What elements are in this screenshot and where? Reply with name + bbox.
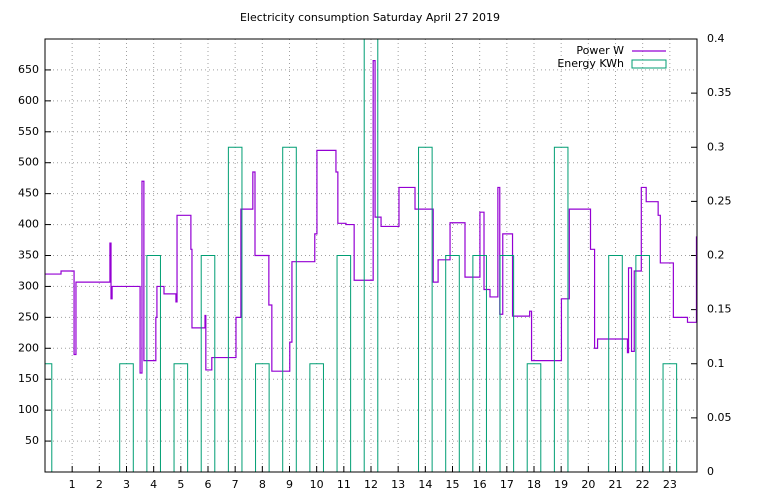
x-tick-label: 1 — [69, 478, 76, 491]
legend-label: Power W — [576, 44, 624, 57]
y2-tick-label: 0.15 — [707, 303, 732, 316]
energy-bar — [445, 255, 460, 472]
y2-tick-label: 0.3 — [707, 140, 725, 153]
y2-tick-label: 0 — [707, 465, 714, 478]
energy-bar — [635, 255, 650, 472]
energy-bar — [336, 255, 352, 472]
energy-bar — [227, 146, 243, 472]
plot-frame — [44, 38, 698, 473]
y-tick-label: 600 — [18, 94, 39, 107]
y2-tick-label: 0.35 — [707, 86, 732, 99]
energy-bar — [472, 255, 487, 472]
x-tick-label: 23 — [663, 478, 677, 491]
energy-bar — [662, 363, 678, 472]
y2-tick-label: 0.25 — [707, 194, 732, 207]
energy-bar — [608, 255, 623, 472]
y-tick-label: 650 — [18, 63, 39, 76]
x-tick-label: 12 — [364, 478, 378, 491]
energy-bar — [146, 255, 161, 472]
legend-label: Energy KWh — [557, 57, 624, 70]
energy-bar — [309, 363, 324, 472]
x-tick-label: 14 — [418, 478, 432, 491]
x-tick-label: 19 — [554, 478, 568, 491]
y-tick-label: 400 — [18, 218, 39, 231]
y-tick-label: 200 — [18, 341, 39, 354]
y2-tick-label: 0.05 — [707, 411, 732, 424]
x-tick-label: 6 — [205, 478, 212, 491]
x-tick-label: 2 — [96, 478, 103, 491]
x-tick-label: 5 — [177, 478, 184, 491]
x-tick-label: 3 — [123, 478, 130, 491]
y-tick-label: 250 — [18, 310, 39, 323]
energy-bar — [173, 363, 189, 472]
x-tick-label: 13 — [391, 478, 405, 491]
y-tick-label: 350 — [18, 249, 39, 262]
energy-bar — [119, 363, 134, 472]
x-tick-label: 15 — [446, 478, 460, 491]
plot-area — [45, 39, 697, 472]
y-tick-label: 500 — [18, 156, 39, 169]
energy-bar — [255, 363, 270, 472]
x-tick-label: 17 — [500, 478, 514, 491]
y2-tick-label: 0.2 — [707, 249, 725, 262]
energy-bar — [282, 146, 297, 472]
y-tick-label: 450 — [18, 187, 39, 200]
x-tick-label: 16 — [473, 478, 487, 491]
energy-bar — [526, 363, 542, 472]
x-tick-label: 22 — [636, 478, 650, 491]
x-tick-label: 11 — [337, 478, 351, 491]
x-tick-label: 20 — [581, 478, 595, 491]
energy-bar — [363, 39, 379, 472]
y-tick-label: 150 — [18, 372, 39, 385]
y-tick-label: 550 — [18, 125, 39, 138]
energy-bar — [45, 363, 53, 472]
x-tick-label: 21 — [609, 478, 623, 491]
x-tick-label: 4 — [150, 478, 157, 491]
energy-bar — [553, 146, 569, 472]
y2-tick-label: 0.1 — [707, 357, 725, 370]
legend-swatch — [631, 59, 667, 69]
energy-bar — [418, 146, 433, 472]
x-tick-label: 18 — [527, 478, 541, 491]
y-tick-label: 300 — [18, 279, 39, 292]
chart-title: Electricity consumption Saturday April 2… — [240, 11, 500, 24]
energy-bar — [499, 255, 515, 472]
x-tick-label: 10 — [310, 478, 324, 491]
x-tick-label: 9 — [286, 478, 293, 491]
x-tick-label: 8 — [259, 478, 266, 491]
y-tick-label: 100 — [18, 403, 39, 416]
y-tick-label: 50 — [25, 434, 39, 447]
energy-bar — [200, 255, 216, 472]
x-tick-label: 7 — [232, 478, 239, 491]
y2-tick-label: 0.4 — [707, 32, 725, 45]
